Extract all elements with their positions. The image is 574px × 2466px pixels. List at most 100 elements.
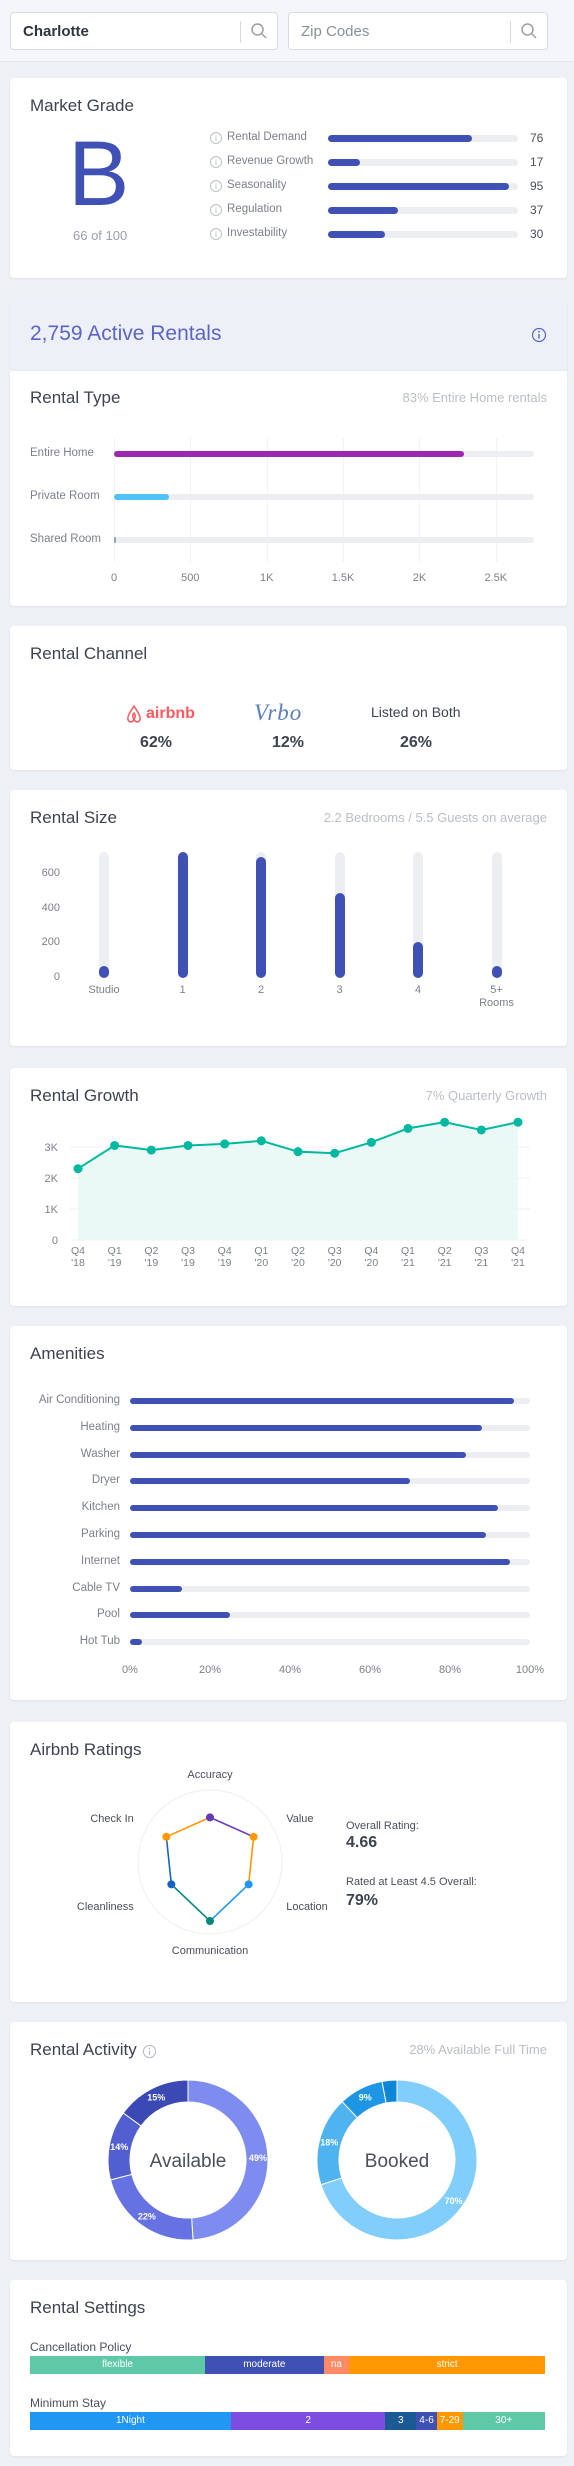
- bar[interactable]: [130, 1585, 182, 1592]
- data-point[interactable]: [256, 1136, 266, 1146]
- data-point[interactable]: [183, 1140, 193, 1150]
- donut-slice[interactable]: [320, 2079, 478, 2241]
- slice-label: 70%: [445, 2196, 463, 2206]
- data-point[interactable]: [293, 1147, 303, 1157]
- bar[interactable]: [130, 1478, 410, 1485]
- data-point[interactable]: [146, 1145, 156, 1155]
- donut-slice[interactable]: [381, 2079, 398, 2104]
- info-icon[interactable]: i: [210, 156, 222, 168]
- stacked-segment[interactable]: 2: [230, 2412, 386, 2430]
- city-search-input[interactable]: Charlotte: [23, 23, 89, 40]
- stacked-segment[interactable]: 1Night: [30, 2412, 231, 2430]
- grade-metric-bar: [328, 183, 509, 190]
- stacked-segment[interactable]: strict: [349, 2356, 545, 2374]
- stacked-segment[interactable]: flexible: [30, 2356, 206, 2374]
- x-tick-label: Q2: [144, 1245, 158, 1257]
- info-icon[interactable]: [142, 2044, 157, 2059]
- bar[interactable]: [114, 537, 116, 543]
- search-icon[interactable]: [520, 22, 538, 40]
- city-search-box[interactable]: Charlotte: [10, 12, 278, 50]
- search-icon[interactable]: [250, 22, 268, 40]
- bar[interactable]: [130, 1639, 142, 1646]
- stacked-segment[interactable]: 7-29: [436, 2412, 463, 2430]
- info-icon[interactable]: i: [210, 180, 222, 192]
- bar[interactable]: [334, 893, 345, 978]
- amenities-title: Amenities: [30, 1344, 105, 1363]
- bar[interactable]: [130, 1612, 230, 1619]
- category-label: Internet: [81, 1554, 120, 1567]
- donut-slice[interactable]: [187, 2079, 269, 2241]
- data-point[interactable]: [440, 1117, 450, 1127]
- x-tick-label: 3: [336, 984, 343, 996]
- x-tick-label: Q4: [218, 1245, 232, 1257]
- grade-metric-value: 76: [530, 131, 544, 145]
- radar-point[interactable]: [162, 1832, 171, 1841]
- slice-label: 15%: [147, 2093, 165, 2103]
- rental-growth-card: Rental Growth 7% Quarterly Growth 0 1K 2K 3…: [10, 1068, 567, 1306]
- rental-activity-title: Rental Activity: [30, 2040, 137, 2059]
- zip-search-box[interactable]: Zip Codes: [288, 12, 548, 50]
- x-tick-label: '21: [511, 1257, 525, 1269]
- data-point[interactable]: [73, 1164, 83, 1174]
- data-point[interactable]: [366, 1137, 376, 1147]
- bar[interactable]: [130, 1398, 514, 1404]
- grade-metric-bar: [328, 231, 385, 238]
- radar-point[interactable]: [206, 1813, 214, 1822]
- radar-point[interactable]: [167, 1880, 176, 1889]
- data-point[interactable]: [220, 1139, 230, 1149]
- grade-metric-bar: [328, 207, 399, 214]
- zip-search-input[interactable]: Zip Codes: [301, 23, 370, 40]
- stacked-segment[interactable]: 4-6: [416, 2412, 437, 2430]
- x-tick-label: 60%: [358, 1664, 382, 1676]
- radar-point[interactable]: [244, 1880, 253, 1889]
- radar-point[interactable]: [249, 1832, 258, 1841]
- donut-slice[interactable]: [122, 2079, 189, 2127]
- info-icon[interactable]: i: [210, 228, 222, 240]
- bar[interactable]: [99, 965, 109, 978]
- donut-slice[interactable]: [109, 2173, 194, 2241]
- radar-edge: [247, 1836, 255, 1885]
- bar-track: [99, 852, 109, 978]
- x-tick-label: Q1: [108, 1245, 122, 1257]
- y-tick-label: 3K: [45, 1142, 59, 1154]
- airbnb-percent: 62%: [140, 734, 173, 751]
- data-point[interactable]: [513, 1117, 523, 1127]
- bar[interactable]: [491, 965, 502, 978]
- bar[interactable]: [130, 1532, 486, 1538]
- bar[interactable]: [130, 1558, 510, 1565]
- info-icon[interactable]: [531, 327, 547, 343]
- bar[interactable]: [130, 1505, 498, 1512]
- x-tick-label: 2: [257, 984, 265, 996]
- bar[interactable]: [130, 1451, 466, 1458]
- stacked-segment[interactable]: moderate: [205, 2356, 324, 2374]
- gridline: [419, 438, 421, 562]
- info-icon[interactable]: i: [210, 204, 222, 216]
- rental-size-title: Rental Size: [30, 808, 117, 827]
- bar[interactable]: [114, 494, 169, 500]
- x-tick-label: 1.5K: [331, 572, 355, 584]
- radar-point[interactable]: [206, 1917, 214, 1926]
- data-point[interactable]: [330, 1148, 340, 1158]
- x-tick-label: '19: [181, 1257, 195, 1269]
- bar[interactable]: [413, 941, 423, 978]
- data-point[interactable]: [476, 1125, 486, 1135]
- data-point[interactable]: [110, 1140, 120, 1150]
- category-label: Shared Room: [30, 533, 101, 545]
- stacked-segment[interactable]: 3: [385, 2412, 417, 2430]
- bar[interactable]: [256, 857, 266, 978]
- x-tick-label: Rooms: [479, 997, 514, 1009]
- bar-track: [491, 852, 502, 978]
- bar[interactable]: [130, 1424, 482, 1431]
- info-icon[interactable]: i: [210, 132, 222, 144]
- data-point[interactable]: [403, 1123, 413, 1133]
- bar[interactable]: [177, 852, 188, 978]
- stacked-segment[interactable]: na: [323, 2356, 350, 2374]
- radar-axis-label: Accuracy: [187, 1769, 233, 1781]
- rated-above-label: Rated at Least 4.5 Overall:: [346, 1876, 477, 1888]
- stacked-segment[interactable]: 30+: [462, 2412, 545, 2430]
- x-tick-label: '20: [364, 1257, 378, 1269]
- x-tick-label: '19: [218, 1257, 232, 1269]
- category-label: Cable TV: [72, 1581, 120, 1594]
- bar[interactable]: [114, 451, 464, 457]
- rental-growth-subtitle: 7% Quarterly Growth: [425, 1088, 547, 1103]
